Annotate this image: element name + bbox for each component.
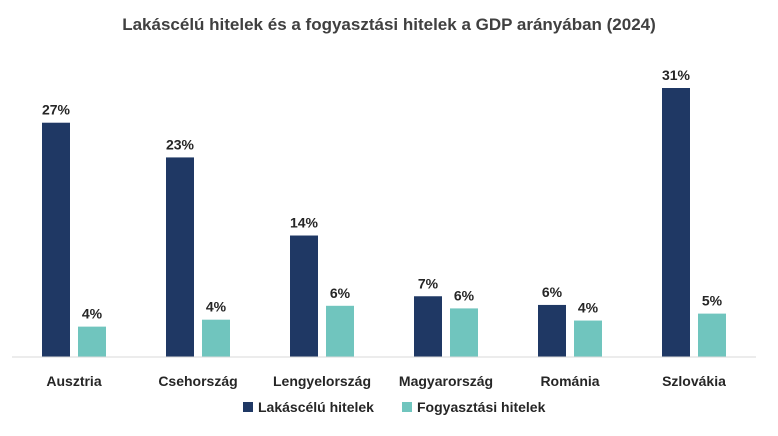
legend-swatch-lakascelu [243,402,253,412]
x-tick-label: Csehország [158,373,237,389]
bar-fogyasztasi-3 [450,308,478,357]
data-label: 5% [702,293,723,309]
data-label: 31% [662,67,691,83]
data-label: 23% [166,136,195,152]
x-tick-labels: Ausztria Csehország Lengyelország Magyarors… [46,373,726,389]
data-label: 14% [290,215,319,231]
chart-title: Lakáscélú hitelek és a fogyasztási hitel… [122,15,656,34]
legend-swatch-fogyasztasi [402,402,412,412]
bar-fogyasztasi-1 [202,319,230,357]
bar-fogyasztasi-2 [326,305,354,357]
legend-label-fogyasztasi: Fogyasztási hitelek [417,399,546,415]
bar-lakascelu-4 [538,304,566,357]
data-label: 6% [542,284,563,300]
data-label: 6% [454,287,475,303]
bar-fogyasztasi-4 [574,320,602,357]
data-label: 4% [578,300,599,316]
legend-label-lakascelu: Lakáscélú hitelek [258,399,374,415]
x-tick-label: Szlovákia [662,373,726,389]
bar-lakascelu-1 [166,157,194,357]
bar-lakascelu-0 [42,122,70,357]
data-label: 4% [82,306,103,322]
bars-group: 27% 4% 23% 4% 14% 6% 7% 6% 6% 4% 31% 5% [42,67,726,357]
bar-lakascelu-3 [414,296,442,357]
data-label: 6% [330,285,351,301]
x-tick-label: Magyarország [399,373,493,389]
data-label: 7% [418,275,439,291]
data-label: 4% [206,299,227,315]
bar-lakascelu-2 [290,235,318,357]
bar-fogyasztasi-5 [698,313,726,357]
legend: Lakáscélú hitelek Fogyasztási hitelek [243,399,546,415]
x-tick-label: Ausztria [46,373,101,389]
bar-lakascelu-5 [662,88,690,357]
bar-fogyasztasi-0 [78,326,106,357]
x-tick-label: Lengyelország [273,373,371,389]
x-tick-label: Románia [540,373,599,389]
data-label: 27% [42,102,71,118]
